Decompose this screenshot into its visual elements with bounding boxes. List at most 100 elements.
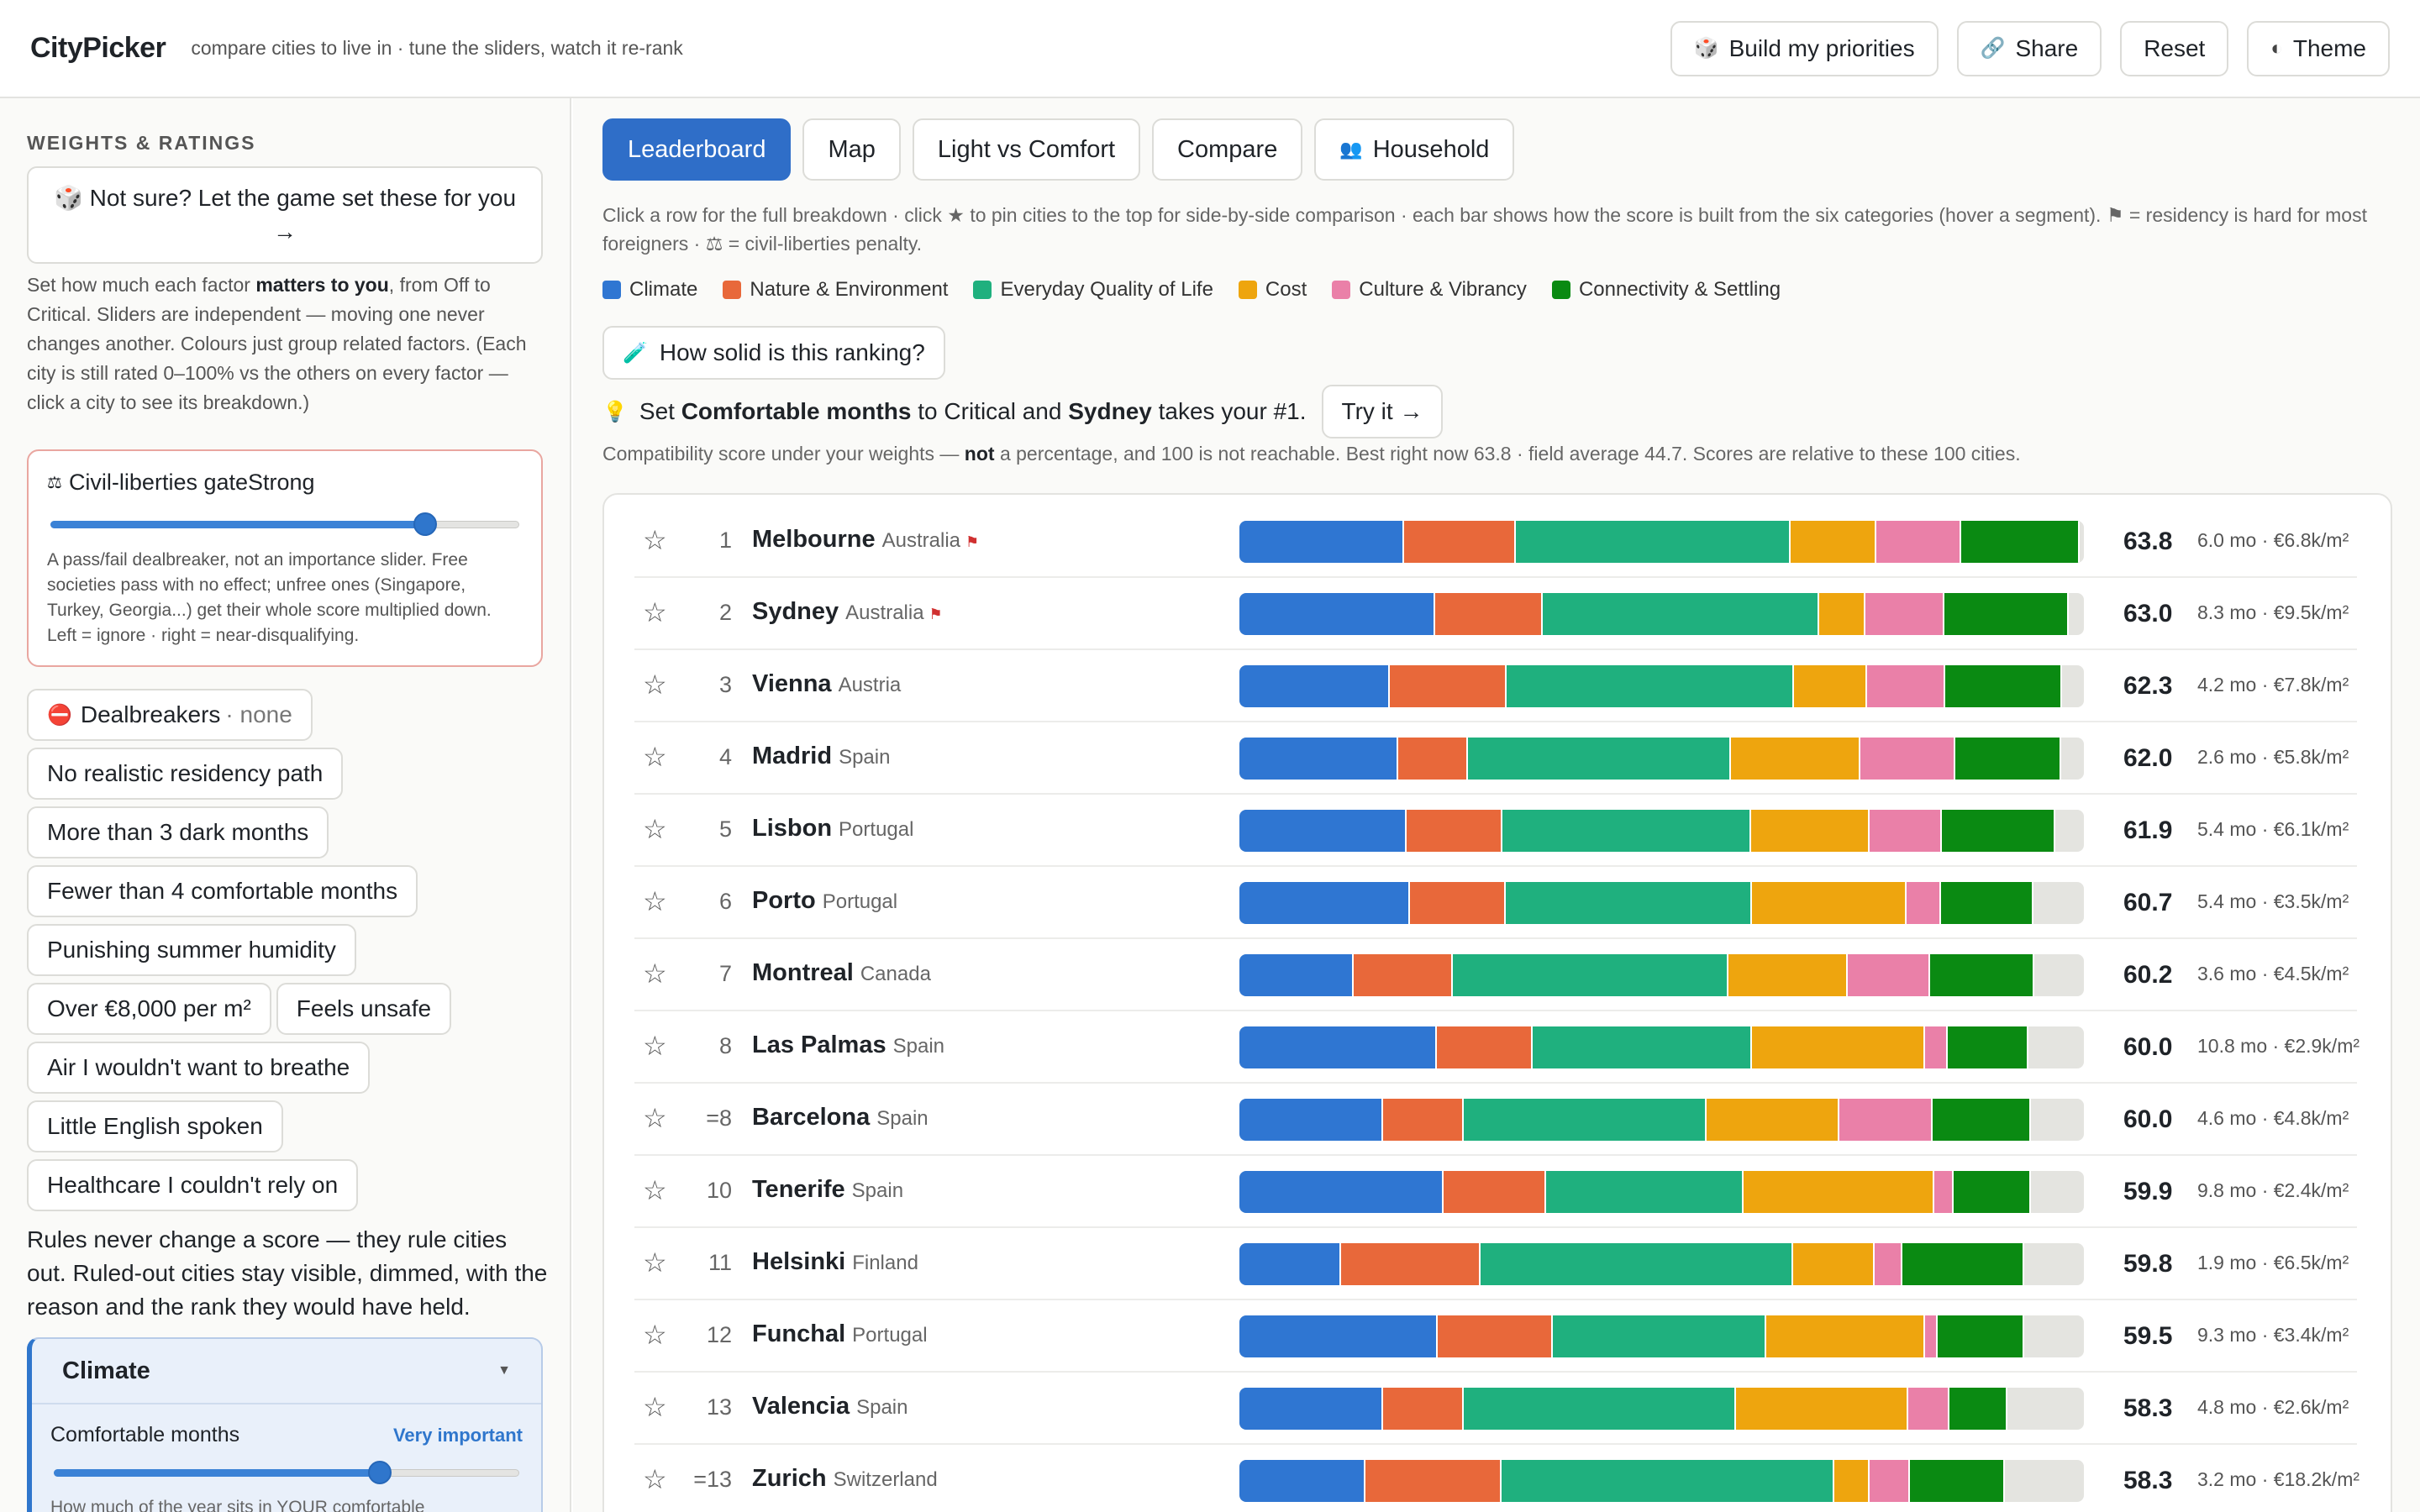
bar-segment-climate[interactable] [1239,1026,1438,1068]
tab-household[interactable]: 👥 Household [1314,118,1515,181]
bar-segment-cost[interactable] [1819,593,1865,635]
table-row[interactable]: ☆ 11 Helsinki Finland 59.8 1.9 mo · €6.5k/m² [634,1228,2357,1300]
pin-star-icon[interactable]: ☆ [643,1175,667,1205]
climate-group-header[interactable]: Climate ▼ [32,1339,541,1404]
bar-segment-culture-vibrancy[interactable] [1847,954,1931,996]
bar-segment-everyday-quality-of-life[interactable] [1464,1388,1736,1430]
pin-star-icon[interactable]: ☆ [643,1031,667,1061]
bar-segment-connectivity-settling[interactable] [1945,665,2062,707]
pin-star-icon[interactable]: ☆ [643,814,667,844]
table-row[interactable]: ☆ =8 Barcelona Spain 60.0 4.6 mo · €4.8k/m² [634,1084,2357,1156]
bar-segment-nature-environment[interactable] [1365,1460,1502,1502]
bar-segment-nature-environment[interactable] [1389,665,1507,707]
bar-segment-connectivity-settling[interactable] [1942,810,2055,852]
table-row[interactable]: ☆ 6 Porto Portugal 60.7 5.4 mo · €3.5k/m² [634,867,2357,939]
table-row[interactable]: ☆ 7 Montreal Canada 60.2 3.6 mo · €4.5k/m² [634,939,2357,1011]
dealbreaker-option[interactable]: More than 3 dark months [27,806,329,858]
bar-segment-nature-environment[interactable] [1406,810,1502,852]
bar-segment-cost[interactable] [1752,1026,1926,1068]
table-row[interactable]: ☆ 13 Valencia Spain 58.3 4.8 mo · €2.6k/m² [634,1373,2357,1445]
bar-segment-culture-vibrancy[interactable] [1874,1243,1902,1285]
bar-segment-everyday-quality-of-life[interactable] [1481,1243,1794,1285]
bar-segment-connectivity-settling[interactable] [1933,1099,2031,1141]
bar-segment-nature-environment[interactable] [1382,1388,1465,1430]
table-row[interactable]: ☆ 12 Funchal Portugal 59.5 9.3 mo · €3.4k/m² [634,1300,2357,1373]
table-row[interactable]: ☆ 2 Sydney Australia ⚑ 63.0 8.3 mo · €9.5k/m² [634,578,2357,650]
bar-segment-climate[interactable] [1239,665,1390,707]
bar-segment-climate[interactable] [1239,882,1410,924]
pin-star-icon[interactable]: ☆ [643,1103,667,1133]
table-row[interactable]: ☆ 3 Vienna Austria 62.3 4.2 mo · €7.8k/m² [634,650,2357,722]
pin-star-icon[interactable]: ☆ [643,742,667,772]
bar-segment-everyday-quality-of-life[interactable] [1501,1460,1834,1502]
bar-segment-connectivity-settling[interactable] [1909,1460,2005,1502]
dealbreaker-option[interactable]: No realistic residency path [27,748,344,800]
bar-segment-climate[interactable] [1239,738,1398,780]
bar-segment-culture-vibrancy[interactable] [1876,521,1962,563]
bar-segment-connectivity-settling[interactable] [1944,593,2069,635]
bar-segment-cost[interactable] [1794,665,1867,707]
table-row[interactable]: ☆ 5 Lisbon Portugal 61.9 5.4 mo · €6.1k/m² [634,795,2357,867]
table-row[interactable]: ☆ 10 Tenerife Spain 59.9 9.8 mo · €2.4k/m² [634,1156,2357,1228]
bar-segment-nature-environment[interactable] [1444,1171,1546,1213]
bar-segment-nature-environment[interactable] [1403,521,1516,563]
bar-segment-climate[interactable] [1239,1315,1439,1357]
bar-segment-nature-environment[interactable] [1382,1099,1465,1141]
reset-button[interactable]: Reset [2120,20,2229,76]
bar-segment-connectivity-settling[interactable] [1941,882,2033,924]
bar-segment-connectivity-settling[interactable] [1949,1388,2007,1430]
bar-segment-everyday-quality-of-life[interactable] [1542,593,1820,635]
table-row[interactable]: ☆ 1 Melbourne Australia ⚑ 63.8 6.0 mo · €6.8k/… [634,506,2357,578]
bar-segment-culture-vibrancy[interactable] [1934,1171,1954,1213]
bar-segment-everyday-quality-of-life[interactable] [1502,810,1752,852]
bar-segment-cost[interactable] [1730,738,1860,780]
table-row[interactable]: ☆ =13 Zurich Switzerland 58.3 3.2 mo · €18.2k… [634,1445,2360,1512]
bar-segment-everyday-quality-of-life[interactable] [1506,665,1795,707]
bar-segment-cost[interactable] [1706,1099,1839,1141]
dealbreaker-option[interactable]: Feels unsafe [276,983,452,1035]
bar-segment-cost[interactable] [1791,521,1876,563]
bar-segment-nature-environment[interactable] [1437,1026,1533,1068]
bar-segment-nature-environment[interactable] [1438,1315,1553,1357]
table-row[interactable]: ☆ 4 Madrid Spain 62.0 2.6 mo · €5.8k/m² [634,722,2357,795]
bar-segment-culture-vibrancy[interactable] [1906,882,1942,924]
tab-light-vs-comfort[interactable]: Light vs Comfort [912,118,1141,181]
slider-handle[interactable] [367,1461,392,1484]
bar-segment-everyday-quality-of-life[interactable] [1515,521,1791,563]
pin-star-icon[interactable]: ☆ [643,597,667,627]
bar-segment-nature-environment[interactable] [1397,738,1469,780]
dealbreaker-option[interactable]: Healthcare I couldn't rely on [27,1159,359,1211]
pin-star-icon[interactable]: ☆ [643,669,667,700]
pin-star-icon[interactable]: ☆ [643,958,667,989]
gate-slider[interactable] [50,507,519,541]
bar-segment-cost[interactable] [1833,1460,1870,1502]
dealbreaker-option[interactable]: Air I wouldn't want to breathe [27,1042,371,1094]
tab-compare[interactable]: Compare [1152,118,1303,181]
bar-segment-everyday-quality-of-life[interactable] [1532,1026,1753,1068]
pin-star-icon[interactable]: ☆ [643,1464,667,1494]
bar-segment-climate[interactable] [1239,1099,1383,1141]
bar-segment-everyday-quality-of-life[interactable] [1552,1315,1767,1357]
bar-segment-everyday-quality-of-life[interactable] [1545,1171,1744,1213]
bar-segment-cost[interactable] [1751,810,1870,852]
bar-segment-climate[interactable] [1239,810,1407,852]
bar-segment-culture-vibrancy[interactable] [1860,738,1956,780]
bar-segment-cost[interactable] [1728,954,1848,996]
bar-segment-culture-vibrancy[interactable] [1925,1026,1949,1068]
bar-segment-nature-environment[interactable] [1340,1243,1481,1285]
bar-segment-everyday-quality-of-life[interactable] [1464,1099,1707,1141]
bar-segment-connectivity-settling[interactable] [1930,954,2034,996]
dealbreakers-toggle[interactable]: ⛔ Dealbreakers · none [27,689,313,741]
bar-segment-climate[interactable] [1239,1243,1341,1285]
bar-segment-cost[interactable] [1752,882,1907,924]
bar-segment-climate[interactable] [1239,1388,1383,1430]
try-it-button[interactable]: Try it → [1321,385,1444,438]
bar-segment-cost[interactable] [1743,1171,1935,1213]
game-button[interactable]: 🎲 Not sure? Let the game set these for y… [27,166,543,264]
bar-segment-culture-vibrancy[interactable] [1865,593,1945,635]
pin-star-icon[interactable]: ☆ [643,1320,667,1350]
pin-star-icon[interactable]: ☆ [643,1247,667,1278]
tab-leaderboard[interactable]: Leaderboard [602,118,792,181]
bar-segment-everyday-quality-of-life[interactable] [1468,738,1731,780]
bar-segment-connectivity-settling[interactable] [1902,1243,2024,1285]
